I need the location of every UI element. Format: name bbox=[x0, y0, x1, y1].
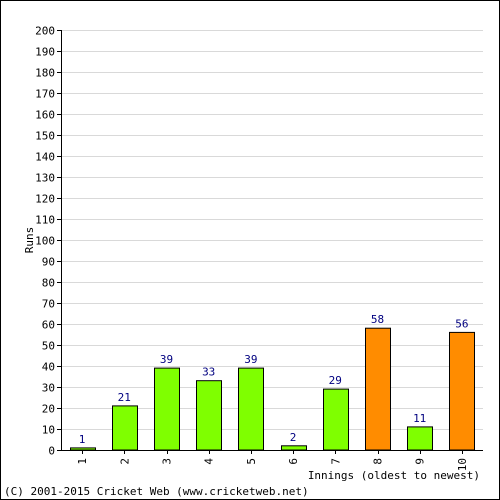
bar bbox=[449, 331, 475, 451]
y-tick-label: 200 bbox=[35, 25, 55, 38]
y-tick-label: 50 bbox=[42, 340, 55, 353]
copyright-footer: (C) 2001-2015 Cricket Web (www.cricketwe… bbox=[4, 485, 309, 498]
y-tick-label: 30 bbox=[42, 382, 55, 395]
bar bbox=[281, 445, 307, 451]
axes bbox=[57, 30, 483, 454]
bar bbox=[407, 426, 433, 451]
y-tick-label: 60 bbox=[42, 319, 55, 332]
x-tick-label: 5 bbox=[245, 458, 258, 465]
bar bbox=[196, 380, 222, 451]
labels: 0102030405060708090100110120130140150160… bbox=[35, 25, 469, 472]
y-tick-label: 0 bbox=[48, 445, 55, 458]
y-tick-label: 180 bbox=[35, 67, 55, 80]
bar bbox=[154, 367, 180, 451]
y-tick-label: 170 bbox=[35, 88, 55, 101]
y-tick-label: 100 bbox=[35, 235, 55, 248]
y-tick-label: 40 bbox=[42, 361, 55, 374]
x-tick-label: 3 bbox=[161, 458, 174, 465]
x-tick-label: 10 bbox=[456, 458, 469, 471]
x-tick-label: 4 bbox=[203, 458, 216, 465]
y-tick-label: 70 bbox=[42, 298, 55, 311]
data-label: 11 bbox=[413, 412, 426, 425]
y-tick-label: 80 bbox=[42, 277, 55, 290]
y-tick-label: 190 bbox=[35, 46, 55, 59]
x-axis-title: Innings (oldest to newest) bbox=[308, 469, 480, 482]
x-tick-label: 2 bbox=[118, 458, 131, 465]
data-label: 58 bbox=[371, 313, 384, 326]
bar bbox=[323, 388, 349, 451]
y-tick-label: 110 bbox=[35, 214, 55, 227]
bar bbox=[70, 447, 96, 451]
data-label: 56 bbox=[455, 317, 468, 330]
data-label: 29 bbox=[329, 374, 342, 387]
x-tick-label: 7 bbox=[329, 458, 342, 465]
data-label: 39 bbox=[160, 353, 173, 366]
data-label: 2 bbox=[290, 431, 297, 444]
y-tick-label: 10 bbox=[42, 424, 55, 437]
data-label: 1 bbox=[79, 433, 86, 446]
data-label: 39 bbox=[244, 353, 257, 366]
data-label: 33 bbox=[202, 366, 215, 379]
x-tick-label: 9 bbox=[414, 458, 427, 465]
x-tick-label: 8 bbox=[372, 458, 385, 465]
y-axis-title: Runs bbox=[23, 227, 36, 254]
y-tick-label: 160 bbox=[35, 109, 55, 122]
x-tick-label: 1 bbox=[76, 458, 89, 465]
y-tick-label: 150 bbox=[35, 130, 55, 143]
y-tick-label: 120 bbox=[35, 193, 55, 206]
y-tick-label: 90 bbox=[42, 256, 55, 269]
bar bbox=[365, 327, 391, 451]
x-tick-label: 6 bbox=[287, 458, 300, 465]
bar bbox=[238, 367, 264, 451]
y-tick-label: 20 bbox=[42, 403, 55, 416]
y-tick-label: 130 bbox=[35, 172, 55, 185]
y-tick-label: 140 bbox=[35, 151, 55, 164]
data-label: 21 bbox=[118, 391, 131, 404]
bar bbox=[112, 405, 138, 451]
